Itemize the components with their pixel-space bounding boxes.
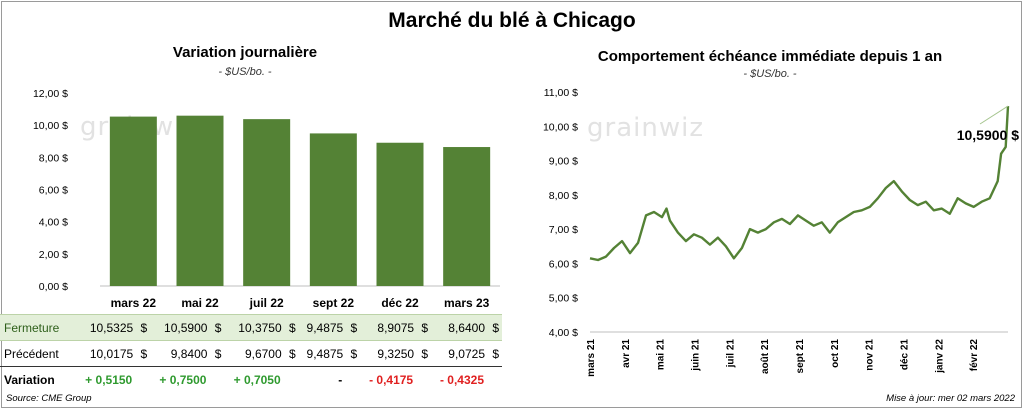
currency-symbol: $ — [346, 314, 361, 341]
bar-y-tick: 2,00 $ — [39, 249, 68, 261]
line-y-tick: 10,00 $ — [543, 121, 578, 133]
line-x-tick: mai 21 — [656, 339, 667, 371]
row-label: Variation — [4, 372, 55, 387]
table-value: 9,0725 — [431, 340, 488, 367]
variation-value: + 0,7050 — [233, 372, 281, 387]
bar-category-label: mars 23 — [444, 296, 490, 310]
main-title: Marché du blé à Chicago — [388, 9, 636, 32]
bar-category-label: juil 22 — [249, 296, 284, 310]
row-label: Précédent — [0, 340, 76, 367]
variation-value: + 0,5150 — [85, 372, 133, 387]
table-value: 10,5900 — [150, 314, 211, 341]
currency-symbol: $ — [284, 314, 299, 341]
variation-value: - 0,4325 — [439, 372, 484, 387]
line-chart-subtitle: - $US/bo. - — [743, 68, 797, 80]
line-x-tick: juil 21 — [725, 339, 736, 369]
table-value: 9,8400 — [150, 340, 211, 367]
currency-symbol: $ — [210, 314, 225, 341]
bar — [309, 133, 357, 286]
variation-row: Variation + 0,5150 + 0,7500 + 0,7050 - - 0,41… — [0, 367, 502, 393]
line-x-tick: nov 21 — [865, 339, 876, 371]
bar-y-tick: 6,00 $ — [39, 185, 68, 197]
line-chart: 4,00 $ 5,00 $ 6,00 $ 7,00 $ 8,00 $ 9,00 $ 10,0… — [543, 87, 1019, 377]
line-y-tick: 8,00 $ — [549, 190, 578, 202]
table-value: 8,6400 — [431, 314, 488, 341]
line-y-tick: 6,00 $ — [549, 258, 578, 270]
table-value: 10,3750 — [224, 314, 285, 341]
currency-symbol: $ — [210, 340, 225, 367]
currency-symbol: $ — [488, 314, 502, 341]
bar-category-label: déc 22 — [381, 296, 419, 310]
line-y-tick: 5,00 $ — [549, 293, 578, 305]
last-value-label: 10,5900 $ — [957, 127, 1019, 143]
currency-symbol: $ — [346, 340, 361, 367]
line-y-tick: 4,00 $ — [549, 327, 578, 339]
line-chart-title: Comportement échéance immédiate depuis 1… — [597, 48, 943, 65]
table-row: Fermeture 10,5325 $10,5900 $10,3750 $9,4875 $… — [0, 314, 502, 341]
table-value: 9,6700 — [224, 340, 285, 367]
table-value: 9,4875 — [298, 340, 347, 367]
currency-symbol: $ — [417, 340, 432, 367]
line-x-tick: sept 21 — [795, 339, 806, 374]
currency-symbol: $ — [488, 340, 502, 367]
update-note: Mise à jour: mer 02 mars 2022 — [886, 393, 1015, 404]
table-value: 10,5325 — [76, 314, 137, 341]
bar-y-tick: 12,00 $ — [33, 88, 68, 100]
bar — [243, 119, 291, 287]
table-value: 10,0175 — [76, 340, 137, 367]
bar — [376, 142, 424, 286]
currency-symbol: $ — [284, 340, 299, 367]
line-x-tick: mars 21 — [586, 339, 597, 377]
bar-category-label: sept 22 — [313, 296, 355, 310]
line-y-tick: 11,00 $ — [544, 87, 578, 99]
price-series-line — [589, 106, 1010, 262]
line-x-tick: août 21 — [760, 339, 771, 374]
table-value: 9,4875 — [298, 314, 347, 341]
bar-category-label: mars 22 — [111, 296, 157, 310]
bar-chart-title: Variation journalière — [172, 44, 318, 61]
bar-chart-subtitle: - $US/bo. - — [218, 66, 272, 78]
bar-chart: 0,00 $ 2,00 $ 4,00 $ 6,00 $ 8,00 $ 10,00 $ 12,… — [33, 88, 500, 310]
bar-y-tick: 10,00 $ — [33, 120, 68, 132]
variation-value: + 0,7500 — [159, 372, 207, 387]
variation-value: - — [338, 372, 343, 387]
line-y-tick: 7,00 $ — [549, 224, 578, 236]
line-y-tick: 9,00 $ — [549, 156, 578, 168]
currency-symbol: $ — [417, 314, 432, 341]
bar — [109, 116, 157, 286]
row-label: Fermeture — [0, 314, 76, 341]
line-x-tick: déc 21 — [900, 339, 911, 371]
line-x-tick: avr 21 — [621, 339, 632, 368]
variation-value: - 0,4175 — [369, 372, 414, 387]
source-note: Source: CME Group — [6, 393, 92, 404]
bar — [176, 115, 224, 287]
bar-y-tick: 4,00 $ — [39, 217, 68, 229]
line-x-tick: juin 21 — [691, 339, 702, 372]
bar — [443, 147, 491, 286]
line-x-tick: févr 22 — [969, 339, 980, 372]
table-value: 9,3250 — [360, 340, 418, 367]
line-x-tick: janv 22 — [934, 339, 945, 374]
currency-symbol: $ — [136, 340, 151, 367]
line-x-tick: oct 21 — [830, 339, 841, 368]
currency-symbol: $ — [136, 314, 151, 341]
bar-y-tick: 8,00 $ — [39, 152, 68, 164]
table-row: Précédent 10,0175 $9,8400 $9,6700 $9,4875 $9,… — [0, 340, 502, 367]
last-value-leader — [979, 105, 1009, 125]
values-table: Fermeture 10,5325 $10,5900 $10,3750 $9,4875 $… — [0, 314, 502, 393]
table-value: 8,9075 — [360, 314, 418, 341]
watermark-right: grainwiz — [587, 113, 704, 143]
bar-y-tick: 0,00 $ — [39, 281, 68, 293]
bar-category-label: mai 22 — [181, 296, 219, 310]
